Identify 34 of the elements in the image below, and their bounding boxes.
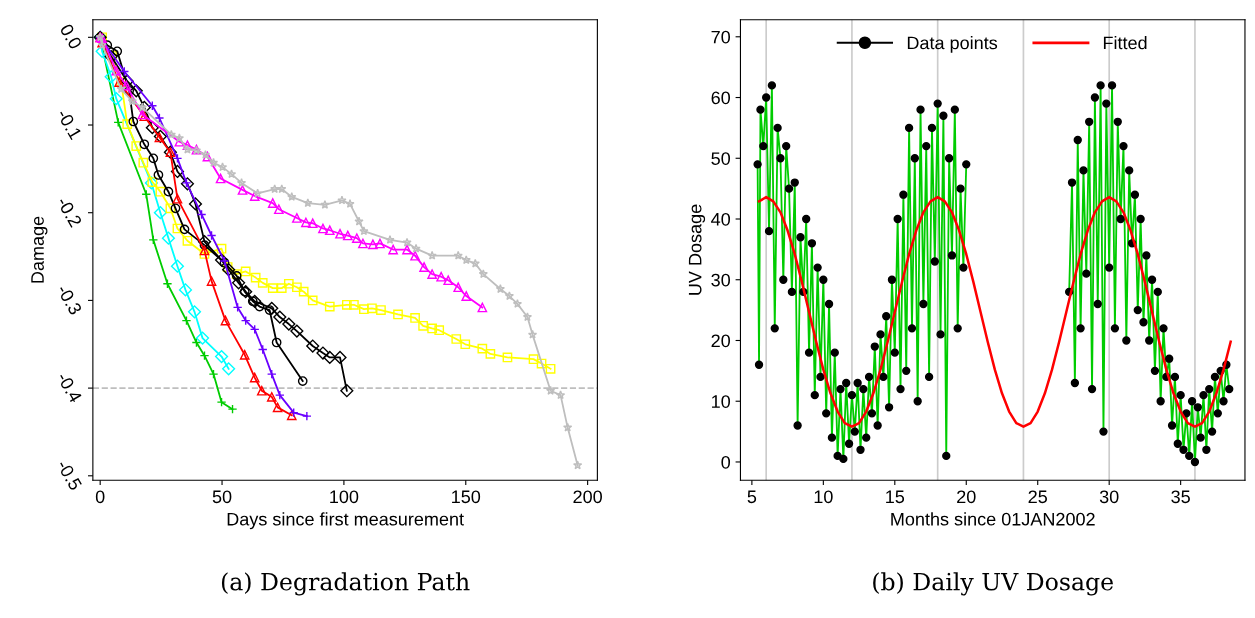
x-tick-label: 15 <box>886 490 905 504</box>
x-tick-label: 10 <box>814 490 833 504</box>
y-tick-label: -0.5 <box>56 459 83 492</box>
x-tick-label: 50 <box>212 490 232 504</box>
x-axis-title: Months since 01JAN2002 <box>891 512 1095 526</box>
legend-label: Data points <box>907 36 998 53</box>
y-tick-label: 70 <box>711 30 731 44</box>
x-tick-label: 5 <box>747 490 757 504</box>
x-tick-label: 30 <box>1099 490 1119 504</box>
y-tick-label: 40 <box>711 212 731 226</box>
y-tick-label: 60 <box>711 91 731 105</box>
x-tick-label: 20 <box>957 490 976 504</box>
y-tick-label: -0.1 <box>56 108 83 141</box>
y-tick-label: -0.3 <box>56 283 83 316</box>
y-axis-title: UV Dosage <box>688 204 706 295</box>
x-tick-label: 150 <box>452 490 481 504</box>
y-axis-title: Damage <box>31 216 48 283</box>
y-tick-label: 20 <box>711 334 731 348</box>
legend-label: Fitted <box>1103 36 1147 50</box>
text: (a) Degradation Path <box>221 572 470 596</box>
y-tick-label: 0 <box>721 455 731 469</box>
x-axis-title: Days since first measurement <box>227 512 464 530</box>
y-tick-label: 10 <box>712 395 731 408</box>
x-tick-label: 0 <box>95 490 105 504</box>
y-tick-label: -0.4 <box>56 371 83 404</box>
x-tick-label: 35 <box>1171 490 1190 504</box>
x-tick-label: 25 <box>1028 490 1048 504</box>
y-tick-label: 0.0 <box>59 23 83 50</box>
y-tick-label: -0.2 <box>56 195 83 228</box>
x-tick-label: 200 <box>573 490 602 504</box>
y-tick-label: 30 <box>711 273 731 287</box>
text: (b) Daily UV Dosage <box>873 572 1113 596</box>
y-tick-label: 50 <box>711 152 731 165</box>
x-tick-label: 100 <box>330 490 359 504</box>
